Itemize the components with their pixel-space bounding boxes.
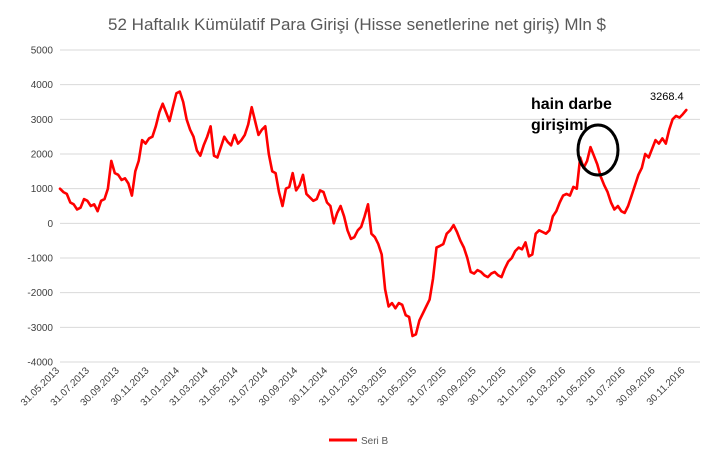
y-tick-label: -4000: [27, 358, 53, 369]
annotation-layer: hain darbe girişimi 3268.4: [531, 91, 684, 177]
annotation-coup-line1: hain darbe: [531, 96, 612, 113]
annotation-last-value: 3268.4: [650, 91, 684, 103]
y-tick-label: 4000: [31, 80, 54, 91]
y-tick-label: 5000: [31, 46, 54, 57]
y-tick-label: -3000: [27, 323, 53, 334]
annotation-coup-line2: girişimi: [531, 117, 588, 134]
y-tick-label: 2000: [31, 150, 54, 161]
y-tick-label: -2000: [27, 288, 53, 299]
gridlines: [60, 49, 700, 363]
y-tick-label: -1000: [27, 254, 53, 265]
annotation-coup-ellipse: [576, 123, 620, 177]
y-axis-ticks: 5000 4000 3000 2000 1000 0 -1000 -2000 -3000 -400…: [27, 46, 53, 369]
legend-label: Seri B: [361, 436, 389, 447]
legend: Seri B: [329, 436, 389, 447]
y-tick-label: 1000: [31, 184, 54, 195]
y-tick-label: 3000: [31, 115, 54, 126]
y-tick-label: 0: [47, 219, 53, 230]
chart-title: 52 Haftalık Kümülatif Para Girişi (Hisse…: [108, 15, 606, 34]
